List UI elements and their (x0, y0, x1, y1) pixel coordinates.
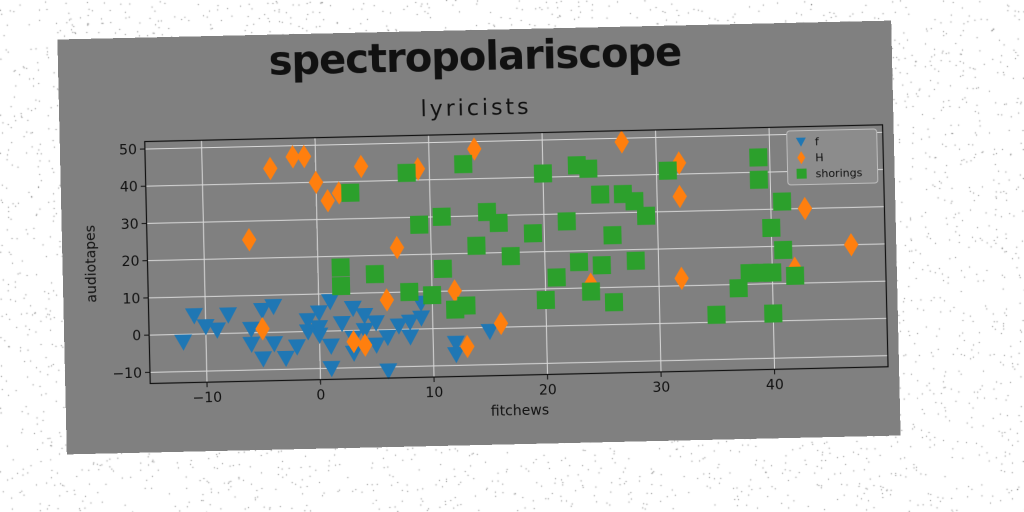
data-point (570, 253, 588, 271)
x-tick-label: −10 (192, 390, 222, 407)
x-gridline (429, 135, 434, 377)
data-point (627, 252, 645, 270)
data-point (242, 337, 260, 354)
data-point (263, 157, 278, 181)
data-point (764, 304, 782, 322)
data-point (366, 265, 384, 283)
data-point (174, 334, 192, 351)
data-point (379, 288, 394, 312)
data-point (603, 226, 621, 244)
data-point (400, 283, 418, 301)
data-point (433, 208, 451, 226)
data-point (674, 266, 689, 290)
data-point (672, 185, 687, 209)
x-tick-label: 30 (652, 380, 670, 396)
scatter-chart: −10 0 10 20 30 40 −10 0 10 20 30 40 50 fitchews audi… (57, 21, 900, 455)
data-point (333, 316, 351, 333)
data-point (749, 148, 767, 166)
legend-marker (797, 169, 807, 179)
data-point (322, 338, 340, 355)
data-point (397, 164, 415, 182)
data-point (614, 130, 629, 154)
data-point (265, 336, 283, 353)
data-point (786, 267, 804, 285)
data-point (254, 351, 272, 368)
data-point (297, 145, 312, 169)
data-point (467, 237, 485, 255)
data-point (582, 282, 600, 300)
data-point (579, 160, 597, 178)
y-tick-label: 50 (119, 142, 137, 158)
y-gridline (145, 132, 883, 149)
chart-card: spectropolariscope lyricists −10 0 10 20 30 4… (57, 21, 900, 455)
data-point (558, 212, 576, 230)
x-tick-label: 0 (316, 388, 325, 404)
data-point (537, 291, 555, 309)
data-point (547, 268, 565, 286)
legend-entry: H (815, 151, 824, 164)
data-point (762, 219, 780, 237)
data-point (489, 214, 507, 232)
data-point (605, 293, 623, 311)
data-point (332, 277, 350, 295)
data-point (219, 307, 237, 324)
data-point (774, 241, 792, 259)
data-point (208, 322, 226, 339)
y-tick-label: 30 (121, 217, 139, 233)
series-1 (240, 125, 861, 363)
data-point (524, 224, 542, 242)
data-points (170, 125, 861, 385)
x-gridline (769, 127, 774, 369)
y-tick-label: 20 (121, 254, 139, 270)
data-point (763, 263, 781, 281)
data-point (844, 233, 859, 257)
data-point (309, 171, 324, 195)
data-point (591, 185, 609, 203)
data-point (434, 260, 452, 278)
y-gridline (146, 169, 884, 186)
data-point (659, 161, 677, 179)
data-point (773, 192, 791, 210)
x-tick-label: 10 (425, 385, 443, 401)
y-tick-label: 10 (122, 291, 140, 307)
data-point (242, 228, 257, 252)
y-tick-label: −10 (112, 366, 142, 383)
data-point (593, 256, 611, 274)
data-point (401, 329, 419, 346)
x-tick-label: 40 (766, 377, 784, 393)
series-2 (329, 147, 805, 332)
x-tick-label: 20 (539, 382, 557, 398)
data-point (457, 296, 475, 314)
y-tick-label: 40 (120, 179, 138, 195)
data-point (322, 361, 340, 378)
data-point (707, 306, 725, 324)
y-tick-label: 0 (132, 328, 141, 344)
data-point (331, 258, 349, 276)
data-point (358, 333, 373, 357)
data-point (277, 351, 295, 368)
data-point (534, 164, 552, 182)
legend-entry: shorings (815, 166, 862, 180)
data-point (493, 312, 508, 336)
data-point (390, 236, 405, 260)
data-point (637, 207, 655, 225)
y-axis-label: audiotapes (83, 225, 101, 303)
y-gridline (148, 281, 886, 298)
x-gridline (201, 140, 206, 382)
data-point (502, 247, 520, 265)
data-point (423, 286, 441, 304)
x-axis-label: fitchews (491, 402, 550, 419)
data-point (354, 155, 369, 179)
data-point (410, 216, 428, 234)
data-point (454, 155, 472, 173)
data-point (341, 184, 359, 202)
data-point (797, 197, 812, 221)
data-point (750, 171, 768, 189)
